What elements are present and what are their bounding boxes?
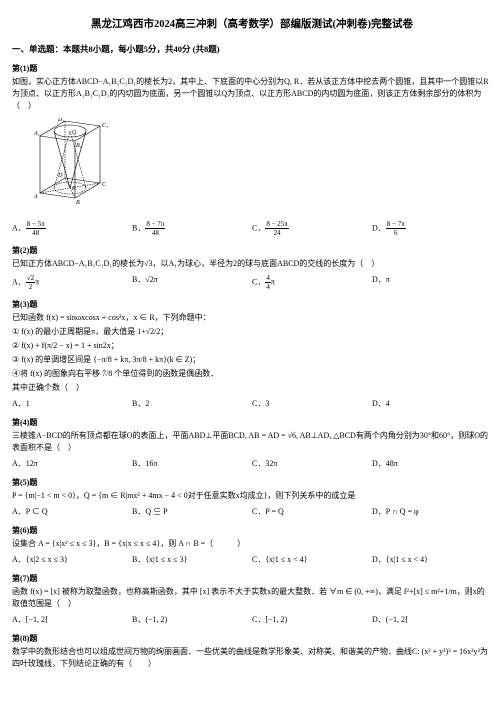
q2-opt-c: C．44π <box>252 274 372 291</box>
svg-text:D₁: D₁ <box>57 118 64 123</box>
svg-text:D: D <box>57 173 63 179</box>
q3-line1: ① f(x) 的最小正周期是π，最大值是 1+√2/2； <box>12 326 492 338</box>
svg-text:B₁: B₁ <box>76 143 82 149</box>
q3-line3: ③ f(x) 的单调增区间是 {−π/8 + kπ, 3π/8 + kπ}(k … <box>12 354 492 366</box>
svg-text:C₁: C₁ <box>102 123 108 129</box>
svg-text:Q: Q <box>72 130 77 136</box>
q6-options: A．{x|2 ≤ x ≤ 3} B．{x|1 ≤ x ≤ 3} C．{x|1 ≤… <box>12 554 492 565</box>
q4-opt-b: B．16π <box>132 458 252 469</box>
q1-opt-c: C．8 − 25π24 <box>252 220 372 237</box>
q2-opt-b: B．√2π <box>132 274 252 291</box>
q5-body: P = {m|−1 < m < 0}，Q = {m ∈ R|mx² + 4mx … <box>12 490 492 502</box>
q2-opt-a: A．√22π <box>12 274 132 291</box>
q2-label: 第(2)题 <box>12 245 492 256</box>
q6-opt-d: D．{x|1 ≤ x < 4} <box>372 554 492 565</box>
q5-label: 第(5)题 <box>12 477 492 488</box>
svg-text:A: A <box>33 194 38 200</box>
q7-opt-c: C．[−1, 2) <box>252 614 372 625</box>
q7-label: 第(7)题 <box>12 573 492 584</box>
q1-opt-b: B．8 − 7π48 <box>132 220 252 237</box>
q7-options: A．[−1, 2] B．(−1, 2) C．[−1, 2) D．(−1, 2] <box>12 614 492 625</box>
svg-text:B: B <box>76 200 80 206</box>
q3-options: A．1 B．2 C．3 D．4 <box>12 398 492 409</box>
q4-opt-c: C．32π <box>252 458 372 469</box>
q4-body: 三棱锥A−BCD的所有顶点都在球O的表面上，平面ABD⊥平面BCD, AB = … <box>12 430 492 454</box>
q1-opt-d: D．8 − 7π6 <box>372 220 492 237</box>
q5-opt-c: C．P = Q <box>252 506 372 517</box>
q7-opt-a: A．[−1, 2] <box>12 614 132 625</box>
q5-opt-d: D．P ∩ Q = φ <box>372 506 492 517</box>
q3-line2: ② f(x) + f(π/2 − x) = 1 + sin2x； <box>12 340 492 352</box>
q5-opt-b: B．Q ⊆ P <box>132 506 252 517</box>
q7-opt-d: D．(−1, 2] <box>372 614 492 625</box>
q3-opt-b: B．2 <box>132 398 252 409</box>
q6-opt-a: A．{x|2 ≤ x ≤ 3} <box>12 554 132 565</box>
q1-options: A．8 − 5π48 B．8 − 7π48 C．8 − 25π24 D．8 − … <box>12 220 492 237</box>
q1-body: 如图，实心正方体ABCD−A₁B₁C₁D₁的棱长为2，其中上、下底面的中心分别为… <box>12 76 492 112</box>
q3-opt-c: C．3 <box>252 398 372 409</box>
q3-line4: ④将 f(x) 的图象向右平移 7/8 个单位得到的函数是偶函数． <box>12 368 492 380</box>
q3-opt-d: D．4 <box>372 398 492 409</box>
q6-opt-c: C．{x|1 ≤ x < 4} <box>252 554 372 565</box>
page-title: 黑龙江鸡西市2024高三冲刺（高考数学）部编版测试(冲刺卷)完整试卷 <box>12 16 492 31</box>
q8-body: 数学中的数形结合也可以组成世间万物的绚丽画面．一些优美的曲线是数学形象美、对称美… <box>12 646 492 670</box>
q4-label: 第(4)题 <box>12 417 492 428</box>
q6-opt-b: B．{x|1 ≤ x ≤ 3} <box>132 554 252 565</box>
q5-options: A．P ⊂ Q B．Q ⊆ P C．P = Q D．P ∩ Q = φ <box>12 506 492 517</box>
q4-opt-a: A．12π <box>12 458 132 469</box>
q5-opt-a: A．P ⊂ Q <box>12 506 132 517</box>
svg-text:C: C <box>102 182 107 188</box>
q2-opt-d: D．π <box>372 274 492 291</box>
q3-opt-a: A．1 <box>12 398 132 409</box>
q7-opt-b: B．(−1, 2) <box>132 614 252 625</box>
q4-options: A．12π B．16π C．32π D．48π <box>12 458 492 469</box>
q7-body: 函数 f(x) = [x] 被称为取整函数，也称高斯函数，其中 [x] 表示不大… <box>12 586 492 610</box>
q3-body: 已知函数 f(x) = sinωxcosx + cos²x，x ∈ R，下列命题… <box>12 312 492 324</box>
q8-label: 第(8)题 <box>12 633 492 644</box>
q2-body: 已知正方体ABCD−A₁B₁C₁D₁的棱长为√3，以A₁为球心，半径为2的球与底… <box>12 258 492 270</box>
q1-opt-a: A．8 − 5π48 <box>12 220 132 237</box>
q3-line5: 其中正确个数（ ） <box>12 382 492 394</box>
q1-label: 第(1)题 <box>12 63 492 74</box>
q3-label: 第(3)题 <box>12 299 492 310</box>
q1-diagram: A B C D A₁ B₁ C₁ D₁ Q R <box>20 118 120 208</box>
q6-label: 第(6)题 <box>12 525 492 536</box>
q4-opt-d: D．48π <box>372 458 492 469</box>
svg-text:A₁: A₁ <box>33 131 40 137</box>
section-header: 一、单选题：本题共8小题，每小题5分，共40分 (共8题) <box>12 43 492 55</box>
q2-options: A．√22π B．√2π C．44π D．π <box>12 274 492 291</box>
svg-text:R: R <box>71 186 76 192</box>
q6-body: 设集合 A = {x|x² ≤ x ≤ 3}，B = {x|x ≤ x ≤ 4}… <box>12 538 492 550</box>
